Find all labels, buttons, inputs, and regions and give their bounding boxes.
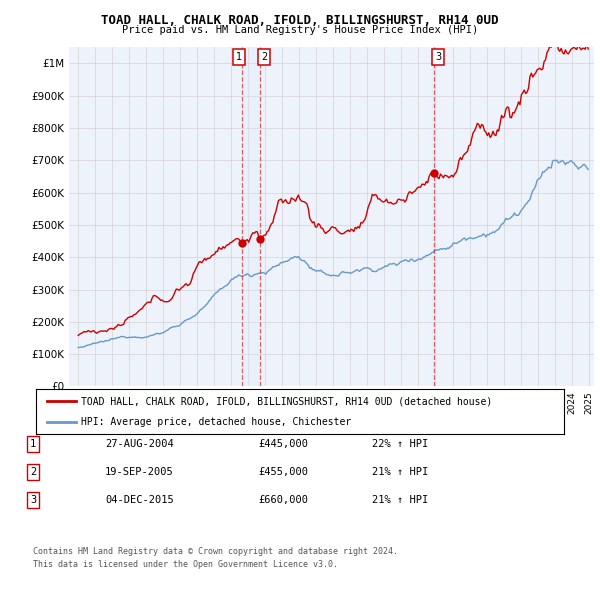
Text: 1: 1 xyxy=(236,52,242,62)
Text: 1: 1 xyxy=(30,439,36,448)
Text: 3: 3 xyxy=(435,52,441,62)
Text: 21% ↑ HPI: 21% ↑ HPI xyxy=(372,496,428,505)
Text: £445,000: £445,000 xyxy=(258,439,308,448)
Text: Price paid vs. HM Land Registry's House Price Index (HPI): Price paid vs. HM Land Registry's House … xyxy=(122,25,478,35)
Bar xyxy=(431,47,437,386)
Text: Contains HM Land Registry data © Crown copyright and database right 2024.: Contains HM Land Registry data © Crown c… xyxy=(33,547,398,556)
Text: TOAD HALL, CHALK ROAD, IFOLD, BILLINGSHURST, RH14 0UD: TOAD HALL, CHALK ROAD, IFOLD, BILLINGSHU… xyxy=(101,14,499,27)
Text: 2: 2 xyxy=(30,467,36,477)
Text: 04-DEC-2015: 04-DEC-2015 xyxy=(105,496,174,505)
Text: TOAD HALL, CHALK ROAD, IFOLD, BILLINGSHURST, RH14 0UD (detached house): TOAD HALL, CHALK ROAD, IFOLD, BILLINGSHU… xyxy=(81,396,492,407)
Text: 2: 2 xyxy=(261,52,267,62)
Text: 19-SEP-2005: 19-SEP-2005 xyxy=(105,467,174,477)
Text: 22% ↑ HPI: 22% ↑ HPI xyxy=(372,439,428,448)
Text: £660,000: £660,000 xyxy=(258,496,308,505)
Text: 27-AUG-2004: 27-AUG-2004 xyxy=(105,439,174,448)
Text: £455,000: £455,000 xyxy=(258,467,308,477)
Text: 21% ↑ HPI: 21% ↑ HPI xyxy=(372,467,428,477)
Bar xyxy=(242,47,260,386)
Text: This data is licensed under the Open Government Licence v3.0.: This data is licensed under the Open Gov… xyxy=(33,560,338,569)
Text: HPI: Average price, detached house, Chichester: HPI: Average price, detached house, Chic… xyxy=(81,417,351,427)
Text: 3: 3 xyxy=(30,496,36,505)
